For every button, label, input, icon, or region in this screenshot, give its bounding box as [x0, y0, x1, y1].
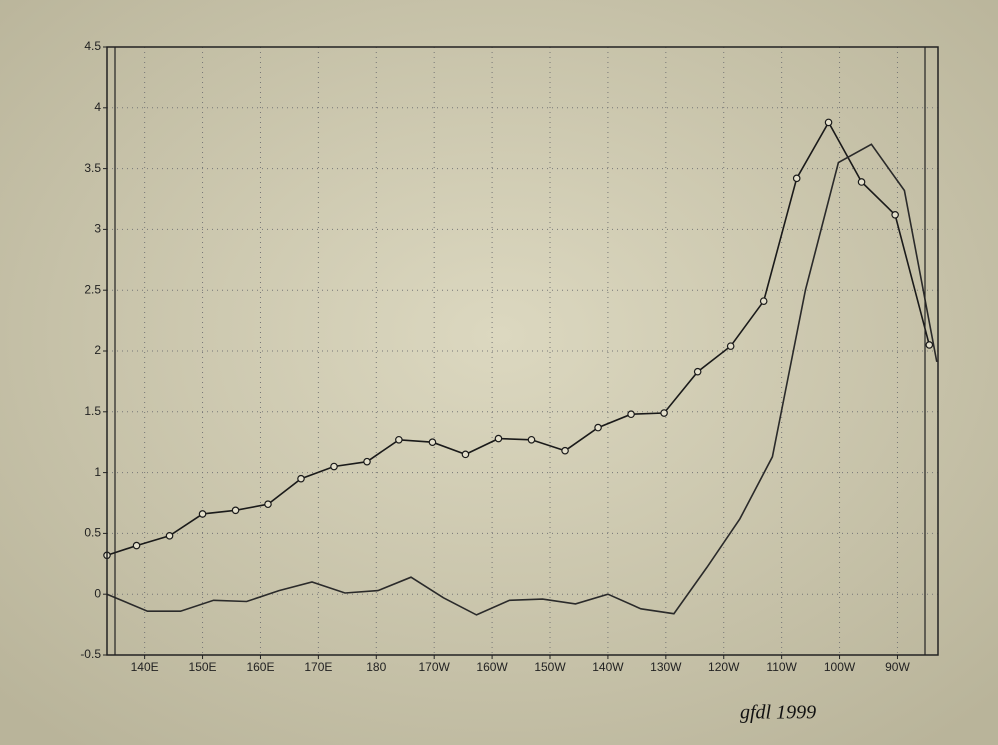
point [726, 342, 735, 350]
point [627, 410, 635, 419]
x-tick-label: 140E [131, 660, 159, 674]
point [857, 178, 866, 186]
x-tick-label: 160E [246, 660, 274, 674]
point [165, 532, 174, 540]
point [395, 435, 403, 444]
x-tick-label: 100W [824, 660, 856, 674]
x-tick-label: 150W [534, 660, 566, 674]
y-tick-label: 0.5 [84, 526, 101, 540]
x-tick-label: 180 [366, 660, 386, 674]
point [330, 462, 338, 471]
point [363, 457, 371, 466]
x-tick-label: 130W [650, 660, 682, 674]
y-tick-label: 3 [94, 222, 101, 236]
x-tick-label: 140W [592, 660, 624, 674]
point [461, 450, 470, 459]
x-tick-label: 170W [419, 660, 451, 674]
y-tick-label: 2.5 [84, 282, 101, 296]
y-tick-label: 2 [94, 343, 101, 357]
point [792, 174, 801, 183]
annotation: gfdl 1999 [740, 702, 816, 724]
y-tick-label: 4.5 [84, 39, 101, 53]
x-tick-label: 90W [885, 660, 910, 674]
point [693, 367, 702, 376]
point [594, 423, 602, 432]
series-line [106, 120, 931, 557]
point [824, 118, 833, 127]
y-tick-label: 1 [94, 465, 101, 479]
point [132, 541, 141, 550]
point [891, 211, 899, 219]
y-tick-label: 4 [94, 100, 101, 114]
x-tick-label: 160W [476, 660, 508, 674]
y-tick-label: 3.5 [84, 161, 101, 175]
point [660, 409, 668, 417]
series-line [106, 143, 938, 616]
point [231, 506, 240, 515]
x-tick-label: 110W [766, 660, 797, 674]
y-tick-label: -0.5 [80, 647, 101, 661]
y-tick-label: 1.5 [84, 404, 101, 418]
point [428, 438, 437, 447]
point [925, 341, 934, 349]
point [759, 297, 768, 305]
point [561, 446, 569, 455]
point [264, 500, 272, 509]
plot-area: -0.5 0 0.5 1 1.5 2 2.5 3 3.5 4 4.5 140E 150E 160E 170E… [80, 39, 938, 674]
point [527, 435, 536, 444]
point [198, 510, 207, 518]
x-tick-label: 150E [189, 660, 217, 674]
y-tick-label: 0 [94, 586, 101, 600]
frame [106, 46, 939, 656]
point [297, 474, 305, 483]
x-tick-label: 170E [304, 660, 332, 674]
x-tick-label: 120W [708, 660, 740, 674]
point [494, 434, 503, 443]
